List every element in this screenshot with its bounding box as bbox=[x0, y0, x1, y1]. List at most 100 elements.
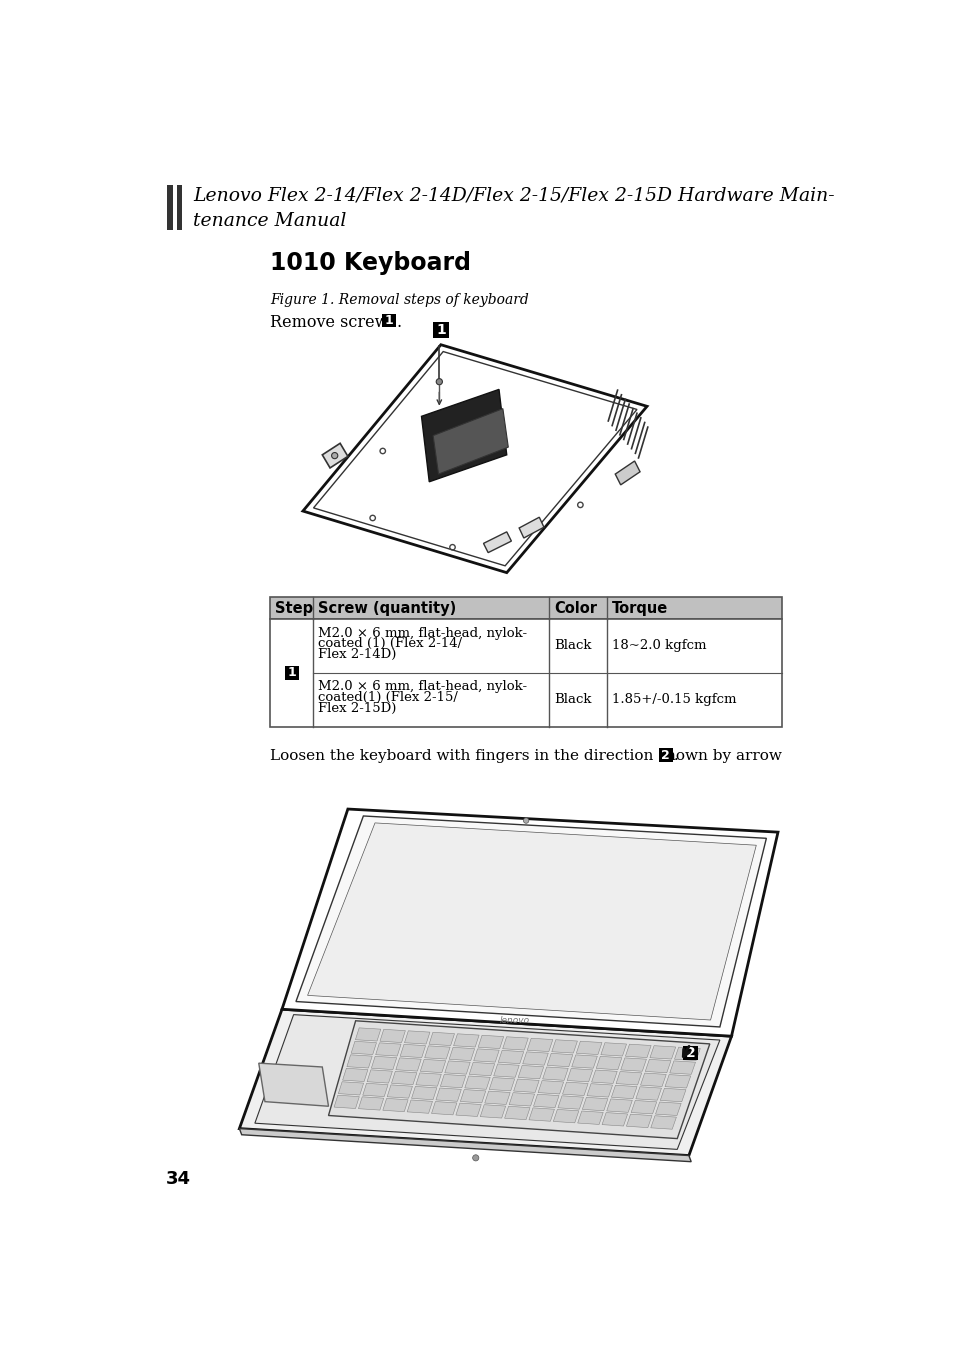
Polygon shape bbox=[635, 1087, 660, 1101]
Polygon shape bbox=[433, 408, 508, 475]
Bar bbox=[176, 185, 182, 230]
Polygon shape bbox=[282, 808, 778, 1036]
Polygon shape bbox=[295, 817, 765, 1028]
Polygon shape bbox=[494, 1064, 518, 1078]
Circle shape bbox=[472, 1155, 478, 1161]
Text: Color: Color bbox=[554, 600, 597, 615]
Polygon shape bbox=[395, 1057, 421, 1071]
Polygon shape bbox=[659, 1088, 685, 1102]
Polygon shape bbox=[616, 1072, 641, 1084]
Text: 34: 34 bbox=[166, 1169, 191, 1187]
Bar bbox=[270, 598, 781, 619]
Polygon shape bbox=[518, 518, 543, 538]
Text: 1.85+/-0.15 kgfcm: 1.85+/-0.15 kgfcm bbox=[612, 694, 736, 706]
Polygon shape bbox=[399, 1044, 425, 1057]
Circle shape bbox=[523, 818, 528, 823]
Text: Flex 2-15D): Flex 2-15D) bbox=[317, 702, 395, 715]
Polygon shape bbox=[258, 1063, 328, 1106]
Polygon shape bbox=[391, 1071, 416, 1084]
Text: 1: 1 bbox=[384, 315, 393, 327]
Polygon shape bbox=[571, 1055, 597, 1068]
Polygon shape bbox=[483, 531, 511, 553]
Text: M2.0 × 6 mm, flat-head, nylok-: M2.0 × 6 mm, flat-head, nylok- bbox=[317, 626, 526, 639]
Text: M2.0 × 6 mm, flat-head, nylok-: M2.0 × 6 mm, flat-head, nylok- bbox=[317, 680, 526, 694]
Polygon shape bbox=[649, 1045, 675, 1059]
Text: .: . bbox=[673, 749, 678, 763]
Polygon shape bbox=[431, 1102, 456, 1115]
Polygon shape bbox=[576, 1041, 601, 1055]
Polygon shape bbox=[362, 1083, 388, 1096]
Text: 1010 Keyboard: 1010 Keyboard bbox=[270, 250, 471, 274]
Polygon shape bbox=[553, 1110, 578, 1122]
Polygon shape bbox=[644, 1060, 670, 1072]
Polygon shape bbox=[489, 1078, 515, 1091]
Polygon shape bbox=[562, 1082, 587, 1095]
Polygon shape bbox=[639, 1073, 665, 1087]
Polygon shape bbox=[497, 1051, 523, 1064]
Polygon shape bbox=[382, 1098, 408, 1111]
Polygon shape bbox=[469, 1063, 495, 1076]
Polygon shape bbox=[424, 1046, 450, 1059]
Polygon shape bbox=[355, 1028, 380, 1041]
Polygon shape bbox=[606, 1099, 632, 1113]
Polygon shape bbox=[460, 1090, 485, 1103]
Text: lenovo: lenovo bbox=[499, 1017, 529, 1025]
Polygon shape bbox=[509, 1092, 534, 1106]
Text: 1: 1 bbox=[436, 323, 445, 337]
Polygon shape bbox=[456, 1103, 480, 1117]
Polygon shape bbox=[547, 1053, 572, 1067]
Polygon shape bbox=[631, 1101, 656, 1114]
Polygon shape bbox=[411, 1087, 436, 1099]
Polygon shape bbox=[420, 1060, 445, 1072]
Text: Lenovo Flex 2-14/Flex 2-14D/Flex 2-15/Flex 2-15D Hardware Main-: Lenovo Flex 2-14/Flex 2-14D/Flex 2-15/Fl… bbox=[193, 187, 834, 206]
Polygon shape bbox=[527, 1038, 552, 1052]
Text: Black: Black bbox=[554, 639, 591, 652]
Polygon shape bbox=[484, 1091, 510, 1105]
Polygon shape bbox=[358, 1096, 383, 1110]
Text: Black: Black bbox=[554, 694, 591, 706]
FancyBboxPatch shape bbox=[682, 1046, 697, 1060]
Polygon shape bbox=[533, 1094, 558, 1107]
Polygon shape bbox=[239, 1009, 731, 1156]
Polygon shape bbox=[367, 1069, 392, 1083]
Polygon shape bbox=[254, 1014, 720, 1149]
Text: Screw (quantity): Screw (quantity) bbox=[317, 600, 456, 615]
Text: Remove screw: Remove screw bbox=[270, 314, 394, 331]
Polygon shape bbox=[625, 1044, 651, 1057]
Polygon shape bbox=[429, 1033, 454, 1045]
Polygon shape bbox=[600, 1042, 626, 1056]
Polygon shape bbox=[322, 443, 348, 468]
Polygon shape bbox=[581, 1098, 607, 1111]
Polygon shape bbox=[404, 1030, 430, 1044]
Polygon shape bbox=[596, 1056, 621, 1069]
Bar bbox=[167, 185, 172, 230]
Polygon shape bbox=[421, 389, 506, 481]
Polygon shape bbox=[407, 1101, 432, 1113]
Polygon shape bbox=[387, 1084, 412, 1098]
Polygon shape bbox=[474, 1049, 498, 1063]
Polygon shape bbox=[578, 1111, 602, 1125]
Text: 18~2.0 kgfcm: 18~2.0 kgfcm bbox=[612, 639, 706, 652]
Polygon shape bbox=[479, 1105, 505, 1118]
Polygon shape bbox=[615, 461, 639, 485]
Polygon shape bbox=[528, 1107, 554, 1121]
Polygon shape bbox=[601, 1113, 627, 1126]
Polygon shape bbox=[542, 1067, 568, 1080]
Polygon shape bbox=[371, 1056, 396, 1069]
Text: Loosen the keyboard with fingers in the direction shown by arrow: Loosen the keyboard with fingers in the … bbox=[270, 749, 786, 763]
Polygon shape bbox=[504, 1106, 530, 1119]
Text: .: . bbox=[396, 314, 401, 331]
Polygon shape bbox=[303, 345, 646, 573]
Circle shape bbox=[332, 453, 337, 458]
Text: coated (1) (Flex 2-14/: coated (1) (Flex 2-14/ bbox=[317, 637, 461, 650]
Polygon shape bbox=[655, 1102, 680, 1115]
Polygon shape bbox=[347, 1055, 372, 1068]
Text: Torque: Torque bbox=[612, 600, 668, 615]
Text: 2: 2 bbox=[660, 749, 669, 761]
Polygon shape bbox=[664, 1075, 690, 1088]
Polygon shape bbox=[558, 1095, 583, 1109]
Polygon shape bbox=[342, 1068, 368, 1082]
Polygon shape bbox=[334, 1095, 359, 1109]
Polygon shape bbox=[453, 1034, 478, 1046]
Polygon shape bbox=[477, 1036, 503, 1049]
